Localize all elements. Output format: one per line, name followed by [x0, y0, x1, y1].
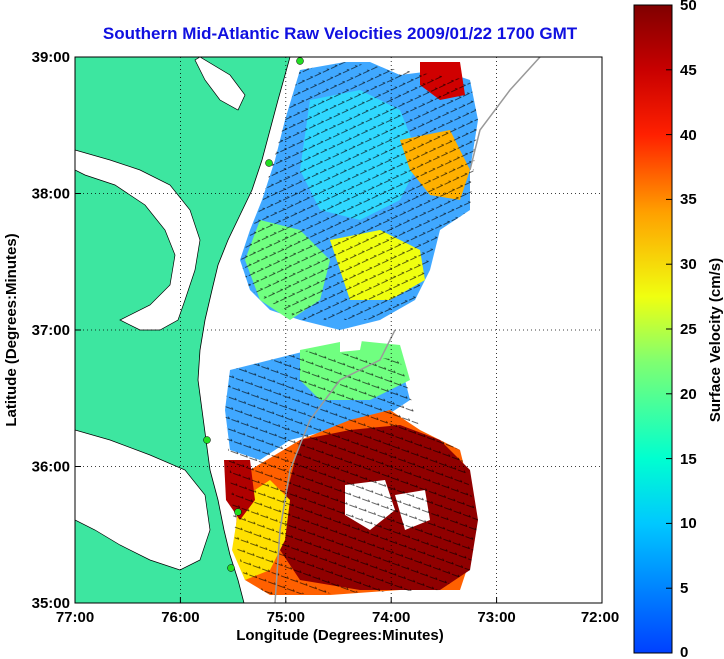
- velocity-vectors-south: [225, 350, 478, 595]
- x-tick-label: 76:00: [161, 609, 199, 626]
- colorbar-tick-label: 0: [680, 644, 688, 659]
- y-axis-label: Latitude (Degrees:Minutes): [3, 233, 20, 426]
- colorbar-tick-label: 45: [680, 62, 697, 79]
- shelf-contour-south: [274, 329, 396, 603]
- map-title: Southern Mid-Atlantic Raw Velocities 200…: [102, 24, 578, 43]
- y-tick-label: 39:00: [32, 49, 70, 66]
- colorbar-label: Surface Velocity (cm/s): [707, 258, 724, 422]
- station-marker: [265, 159, 273, 167]
- y-tick-label: 36:00: [32, 459, 70, 476]
- x-tick-label: 75:00: [267, 609, 305, 626]
- colorbar-tick-label: 50: [680, 0, 697, 14]
- y-tick-label: 37:00: [32, 322, 70, 339]
- radar-stations: [203, 57, 304, 572]
- colorbar-tick-label: 35: [680, 191, 697, 208]
- station-marker: [296, 57, 304, 65]
- x-tick-label: 73:00: [477, 609, 515, 626]
- x-tick-label: 74:00: [372, 609, 410, 626]
- gridlines: [75, 57, 602, 603]
- colorbar: [633, 4, 673, 654]
- station-marker: [234, 508, 242, 516]
- station-marker: [203, 436, 211, 444]
- delaware-bay: [194, 57, 246, 111]
- x-tick-label: 72:00: [581, 609, 619, 626]
- y-tick-label: 35:00: [32, 595, 70, 612]
- shelf-contour: [469, 57, 541, 171]
- colorbar-tick-label: 25: [680, 321, 697, 338]
- pamlico-sound: [75, 429, 211, 571]
- y-tick-label: 38:00: [32, 186, 70, 203]
- colorbar-tick-label: 20: [680, 386, 697, 403]
- colorbar-tick-label: 15: [680, 451, 697, 468]
- x-axis-label: Longitude (Degrees:Minutes): [236, 627, 444, 644]
- x-tick-label: 77:00: [56, 609, 94, 626]
- colorbar-tick-label: 5: [680, 580, 688, 597]
- velocity-vectors-north: [240, 62, 478, 320]
- colorbar-tick-label: 40: [680, 127, 697, 144]
- colorbar-tick-label: 30: [680, 256, 697, 273]
- station-marker: [227, 564, 235, 572]
- colorbar-tick-label: 10: [680, 515, 697, 532]
